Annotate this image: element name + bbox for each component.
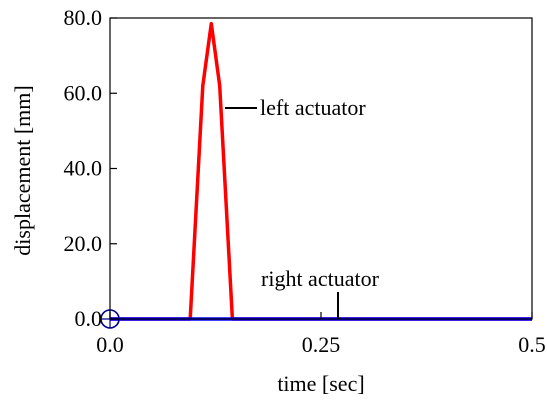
- x-axis-title: time [sec]: [277, 371, 364, 396]
- x-tick-label: 0.5: [518, 332, 546, 357]
- y-tick-label: 60.0: [64, 80, 103, 105]
- x-tick-label: 0.25: [302, 332, 341, 357]
- axis-ticks: [109, 17, 533, 320]
- y-axis-title: displacement [mm]: [10, 85, 35, 255]
- x-tick-label: 0.0: [96, 332, 124, 357]
- left-actuator-label: left actuator: [260, 95, 366, 120]
- y-tick-label: 0.0: [75, 306, 103, 331]
- right-actuator-label: right actuator: [261, 266, 380, 291]
- y-tick-label: 40.0: [64, 156, 103, 181]
- y-tick-label: 80.0: [64, 5, 103, 30]
- y-tick-label: 20.0: [64, 231, 103, 256]
- axis-labels: 0.0 20.0 40.0 60.0 80.0 0.0 0.25 0.5 time [sec] d…: [10, 5, 546, 396]
- annotations: left actuator right actuator: [225, 95, 380, 319]
